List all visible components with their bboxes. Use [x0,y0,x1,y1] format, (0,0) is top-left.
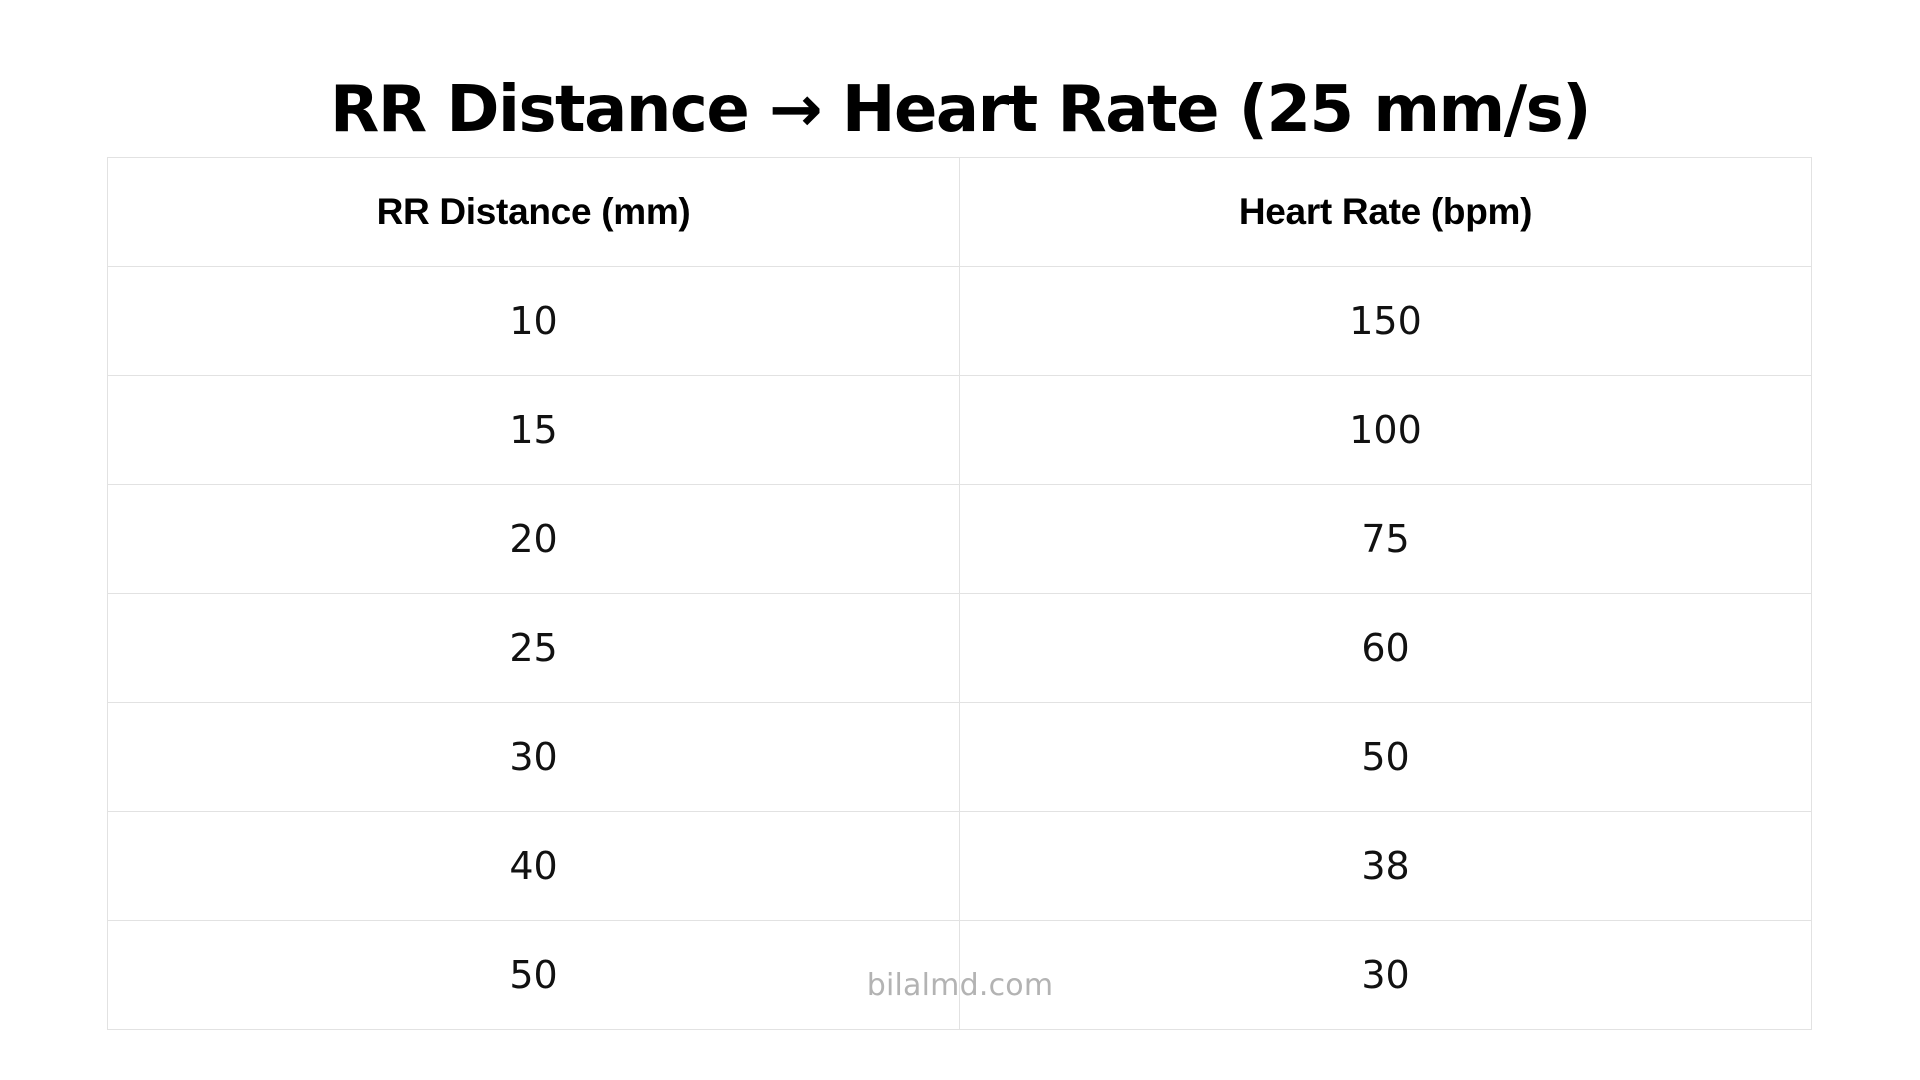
rr-distance-cell: 10 [107,266,960,376]
rr-distance-cell: 20 [107,484,960,594]
rr-distance-cell: 25 [107,593,960,703]
heart-rate-cell: 50 [959,702,1812,812]
heart-rate-cell: 100 [959,375,1812,485]
rr-distance-cell: 40 [107,811,960,921]
rr-distance-cell: 30 [107,702,960,812]
table-row: 15 100 [107,375,1812,485]
rr-heart-rate-table: RR Distance (mm) Heart Rate (bpm) 10 150… [107,157,1812,1030]
table-row: 40 38 [107,811,1812,921]
heart-rate-cell: 30 [959,920,1812,1030]
table-row: 25 60 [107,593,1812,703]
table-row: 20 75 [107,484,1812,594]
heart-rate-cell: 38 [959,811,1812,921]
page-title: RR Distance → Heart Rate (25 mm/s) [330,72,1591,147]
table-row: 50 30 [107,920,1812,1030]
column-header-rr-distance: RR Distance (mm) [107,157,960,267]
table-row: 10 150 [107,266,1812,376]
heart-rate-cell: 60 [959,593,1812,703]
column-header-heart-rate: Heart Rate (bpm) [959,157,1812,267]
heart-rate-cell: 75 [959,484,1812,594]
rr-distance-cell: 50 [107,920,960,1030]
table-header-row: RR Distance (mm) Heart Rate (bpm) [107,157,1812,267]
rr-distance-cell: 15 [107,375,960,485]
table-row: 30 50 [107,702,1812,812]
heart-rate-cell: 150 [959,266,1812,376]
